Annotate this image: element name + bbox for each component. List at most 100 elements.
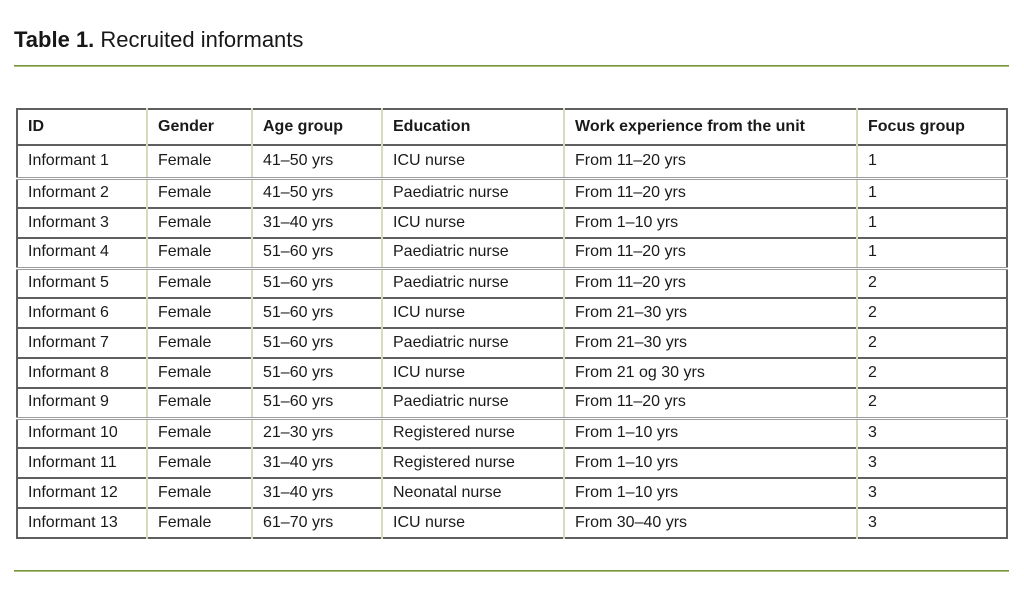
table-cell: 61–70 yrs xyxy=(251,507,382,538)
top-rule xyxy=(14,65,1009,67)
table-cell: From 1–10 yrs xyxy=(563,477,857,508)
table-cell: Paediatric nurse xyxy=(381,237,564,270)
table-cell: 31–40 yrs xyxy=(251,207,382,238)
table-row: Informant 13 Female 61–70 yrs ICU nurse From… xyxy=(17,507,1007,538)
table-cell: From 11–20 yrs xyxy=(563,145,857,180)
table-cell: 2 xyxy=(856,357,1007,388)
column-header-work-experience: Work experience from the unit xyxy=(563,109,857,146)
table-cell: Paediatric nurse xyxy=(381,387,564,420)
table-cell: Registered nurse xyxy=(381,417,564,448)
table-cell: Informant 7 xyxy=(17,327,147,358)
table-row: Informant 8 Female 51–60 yrs ICU nurse From … xyxy=(17,357,1007,388)
table-cell: 51–60 yrs xyxy=(251,267,382,298)
table-cell: From 11–20 yrs xyxy=(563,387,857,420)
table-cell: Informant 2 xyxy=(17,177,147,208)
table-cell: From 11–20 yrs xyxy=(563,237,857,270)
table-cell: Informant 3 xyxy=(17,207,147,238)
table-cell: 41–50 yrs xyxy=(251,145,382,180)
table-cell: Informant 4 xyxy=(17,237,147,270)
table-cell: 51–60 yrs xyxy=(251,387,382,420)
table-cell: 2 xyxy=(856,297,1007,328)
bottom-rule xyxy=(14,570,1009,572)
table-cell: Informant 1 xyxy=(17,145,147,180)
table-cell: 51–60 yrs xyxy=(251,297,382,328)
table-cell: Female xyxy=(146,237,252,270)
table-row: Informant 4 Female 51–60 yrs Paediatric nur… xyxy=(17,237,1007,270)
table-cell: Female xyxy=(146,387,252,420)
table-caption-label: Table 1. xyxy=(14,27,95,52)
table-cell: Informant 5 xyxy=(17,267,147,298)
table-cell: 3 xyxy=(856,417,1007,448)
table-cell: 31–40 yrs xyxy=(251,447,382,478)
table-cell: Female xyxy=(146,327,252,358)
table-cell: From 11–20 yrs xyxy=(563,267,857,298)
table-cell: Female xyxy=(146,477,252,508)
table-cell: From 1–10 yrs xyxy=(563,207,857,238)
table-cell: ICU nurse xyxy=(381,207,564,238)
table-row: Informant 10 Female 21–30 yrs Registered nu… xyxy=(17,417,1007,448)
table-cell: Informant 11 xyxy=(17,447,147,478)
header-row: ID Gender Age group Education Work exper… xyxy=(17,109,1007,146)
table-cell: Female xyxy=(146,357,252,388)
table-cell: 3 xyxy=(856,447,1007,478)
table-caption: Table 1. Recruited informants xyxy=(14,26,303,54)
table-cell: From 21 og 30 yrs xyxy=(563,357,857,388)
table-cell: 51–60 yrs xyxy=(251,237,382,270)
table-cell: ICU nurse xyxy=(381,297,564,328)
table-caption-text: Recruited informants xyxy=(100,27,304,52)
column-header-age-group: Age group xyxy=(251,109,382,146)
table-cell: Informant 9 xyxy=(17,387,147,420)
table-cell: 2 xyxy=(856,327,1007,358)
table-cell: Female xyxy=(146,207,252,238)
table-header: ID Gender Age group Education Work exper… xyxy=(17,109,1007,146)
informants-table: ID Gender Age group Education Work exper… xyxy=(16,108,1008,539)
table-cell: 3 xyxy=(856,507,1007,538)
table-cell: 51–60 yrs xyxy=(251,327,382,358)
table-cell: 21–30 yrs xyxy=(251,417,382,448)
table-cell: From 21–30 yrs xyxy=(563,327,857,358)
table-cell: 1 xyxy=(856,145,1007,180)
table-cell: Female xyxy=(146,297,252,328)
table-cell: ICU nurse xyxy=(381,357,564,388)
table-row: Informant 5 Female 51–60 yrs Paediatric nur… xyxy=(17,267,1007,298)
table-cell: Female xyxy=(146,145,252,180)
table-cell: From 21–30 yrs xyxy=(563,297,857,328)
table-row: Informant 3 Female 31–40 yrs ICU nurse From … xyxy=(17,207,1007,238)
table-cell: 1 xyxy=(856,237,1007,270)
table-cell: Female xyxy=(146,177,252,208)
table-cell: 31–40 yrs xyxy=(251,477,382,508)
table-cell: Paediatric nurse xyxy=(381,327,564,358)
table-cell: From 1–10 yrs xyxy=(563,447,857,478)
table-cell: Neonatal nurse xyxy=(381,477,564,508)
table-cell: 3 xyxy=(856,477,1007,508)
table-cell: 2 xyxy=(856,387,1007,420)
table-cell: ICU nurse xyxy=(381,507,564,538)
table-cell: 2 xyxy=(856,267,1007,298)
table-cell: Informant 10 xyxy=(17,417,147,448)
column-header-gender: Gender xyxy=(146,109,252,146)
table-cell: Informant 12 xyxy=(17,477,147,508)
table-row: Informant 7 Female 51–60 yrs Paediatric nur… xyxy=(17,327,1007,358)
table-cell: Female xyxy=(146,507,252,538)
table-cell: Informant 13 xyxy=(17,507,147,538)
table-cell: 1 xyxy=(856,177,1007,208)
table-row: Informant 9 Female 51–60 yrs Paediatric nur… xyxy=(17,387,1007,420)
table-cell: From 30–40 yrs xyxy=(563,507,857,538)
table-cell: ICU nurse xyxy=(381,145,564,180)
table-cell: From 11–20 yrs xyxy=(563,177,857,208)
table-body: Informant 1 Female 41–50 yrs ICU nurse From … xyxy=(17,145,1007,538)
table-row: Informant 11 Female 31–40 yrs Registered nu… xyxy=(17,447,1007,478)
column-header-education: Education xyxy=(381,109,564,146)
table-cell: 41–50 yrs xyxy=(251,177,382,208)
table-row: Informant 12 Female 31–40 yrs Neonatal nurs… xyxy=(17,477,1007,508)
table-cell: 51–60 yrs xyxy=(251,357,382,388)
table-cell: Informant 6 xyxy=(17,297,147,328)
table-cell: Informant 8 xyxy=(17,357,147,388)
column-header-id: ID xyxy=(17,109,147,146)
column-header-focus-group: Focus group xyxy=(856,109,1007,146)
table-cell: 1 xyxy=(856,207,1007,238)
table-cell: Paediatric nurse xyxy=(381,177,564,208)
table-cell: Registered nurse xyxy=(381,447,564,478)
table-cell: From 1–10 yrs xyxy=(563,417,857,448)
